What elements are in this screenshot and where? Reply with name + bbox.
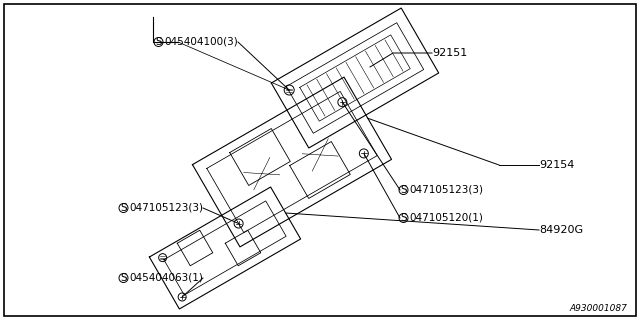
Text: 92154: 92154 [539,160,574,170]
Text: S: S [400,185,407,195]
Text: S: S [120,203,127,213]
Text: 047105123(3): 047105123(3) [129,203,203,213]
Text: 045404063(1): 045404063(1) [129,273,203,283]
Text: S: S [120,273,127,283]
Text: 045404100(3): 045404100(3) [164,37,237,47]
Text: 84920G: 84920G [539,225,583,235]
Text: S: S [155,37,162,47]
Text: 047105120(1): 047105120(1) [409,213,483,223]
Text: 92151: 92151 [432,48,467,58]
Text: 047105123(3): 047105123(3) [409,185,483,195]
Text: S: S [400,213,407,223]
Text: A930001087: A930001087 [569,304,627,313]
